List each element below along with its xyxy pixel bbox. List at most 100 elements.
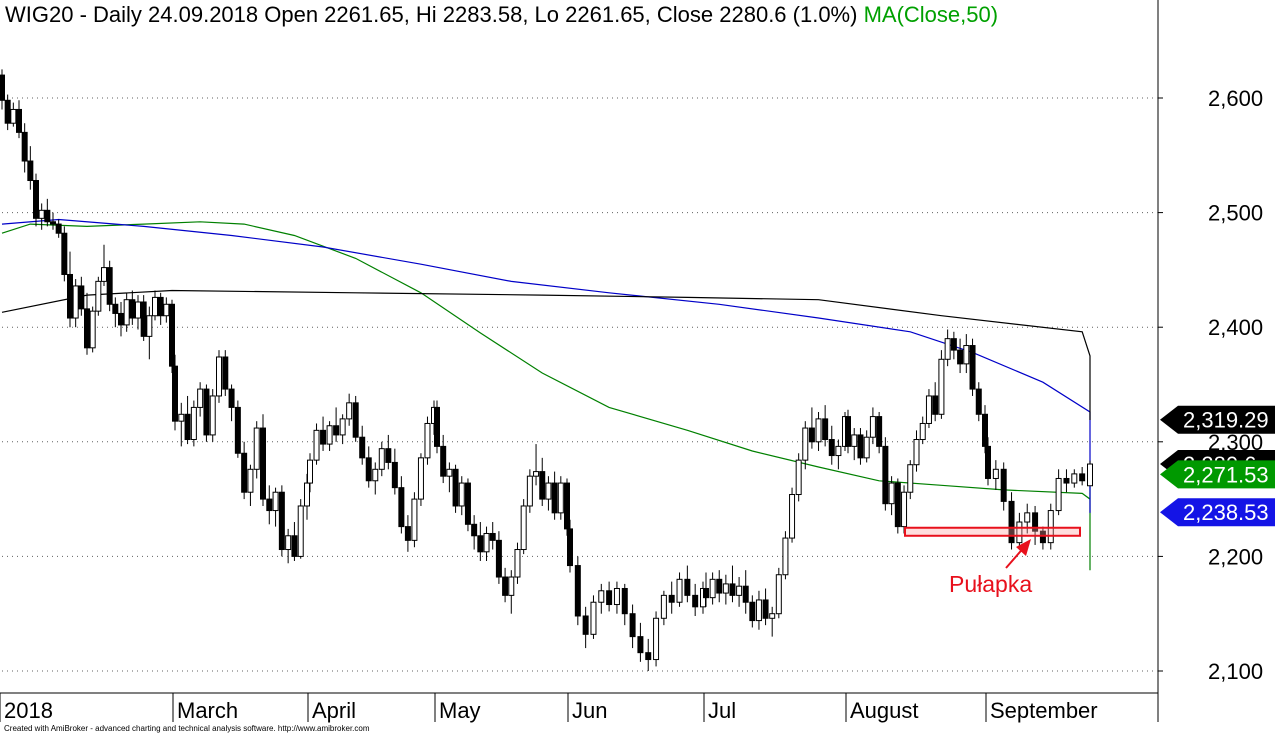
chart-title: WIG20 - Daily 24.09.2018 Open 2261.65, H…	[5, 2, 858, 27]
candle-body	[857, 434, 864, 459]
candle-body	[304, 482, 310, 507]
candle	[802, 421, 809, 470]
y-tick-label: 2,400	[1208, 315, 1263, 340]
candle-body	[285, 535, 292, 551]
candle	[963, 334, 970, 374]
chart-header: WIG20 - Daily 24.09.2018 Open 2261.65, H…	[5, 2, 1155, 28]
candle	[209, 389, 216, 442]
candle	[676, 572, 683, 607]
candle-body	[291, 535, 298, 557]
candle	[894, 478, 901, 534]
candle	[326, 421, 333, 451]
candle-body	[33, 180, 39, 219]
ma100-line	[1, 218, 1091, 513]
candle-body	[975, 388, 982, 415]
badge-shape	[1160, 498, 1275, 527]
candle-body	[736, 585, 743, 596]
candle-body	[606, 590, 613, 606]
candle	[61, 226, 68, 282]
candle	[882, 437, 889, 511]
candle-body	[742, 585, 749, 603]
candle-body	[1032, 512, 1039, 532]
candle-body	[709, 578, 716, 599]
candle-body	[163, 303, 170, 317]
x-tick-label: March	[177, 698, 238, 723]
candle	[1079, 467, 1086, 486]
candle-body	[815, 418, 822, 443]
candle	[969, 338, 976, 396]
candle-body	[621, 587, 628, 615]
candle	[1008, 492, 1015, 550]
candle	[629, 604, 636, 649]
candle-body	[1055, 477, 1062, 512]
candle	[755, 590, 762, 630]
candle-body	[178, 413, 185, 422]
candle-body	[4, 99, 11, 124]
candle-body	[483, 532, 490, 553]
candle	[72, 279, 79, 328]
candle	[247, 464, 254, 506]
candle-body	[795, 459, 802, 496]
candle	[228, 384, 235, 422]
candle	[835, 439, 842, 470]
candle	[333, 407, 340, 442]
candle	[932, 382, 939, 422]
candle	[352, 395, 359, 442]
candle-body	[391, 461, 398, 489]
candle-body	[184, 413, 191, 441]
candle-body	[471, 523, 478, 537]
candle	[815, 412, 822, 451]
candle	[863, 430, 870, 463]
candle-body	[247, 468, 254, 493]
candle-body	[1039, 530, 1046, 544]
trap-annotation-label: Pułapka	[949, 571, 1033, 597]
candle	[297, 499, 304, 559]
candle	[736, 577, 743, 607]
value-badge-ma100: 2,238.53	[1160, 498, 1275, 527]
candle-body	[27, 160, 34, 182]
candle-body	[882, 445, 889, 505]
candle	[888, 476, 895, 516]
candle-body	[112, 303, 119, 314]
candle-body	[775, 574, 782, 615]
candle-body	[44, 209, 51, 223]
candle	[1063, 469, 1070, 493]
candle	[703, 572, 709, 607]
candle	[684, 565, 691, 603]
candle-body	[808, 427, 815, 443]
candle-body	[913, 439, 920, 466]
candle-body	[55, 223, 62, 234]
x-tick-label: 2018	[4, 698, 53, 723]
candle-body	[789, 494, 796, 539]
candle-body	[564, 482, 570, 530]
candle-body	[660, 594, 667, 619]
candle	[55, 219, 62, 238]
candle-body	[313, 429, 320, 461]
candle-body	[828, 439, 835, 457]
candle-body	[385, 448, 392, 463]
candle	[471, 515, 478, 550]
candles	[0, 69, 1093, 671]
candle	[16, 100, 22, 139]
candle-body	[582, 615, 589, 635]
candle	[901, 485, 908, 534]
candle-body	[78, 285, 85, 310]
candle	[291, 522, 298, 561]
candle-body	[703, 587, 709, 599]
candle-body	[992, 468, 999, 479]
candle-body	[749, 601, 756, 622]
value-badge-ma200: 2,319.29	[1160, 405, 1275, 434]
candle	[190, 400, 197, 447]
candle	[613, 581, 620, 614]
candle	[660, 590, 667, 626]
candle-body	[950, 338, 957, 351]
candle	[260, 414, 266, 506]
candle-body	[1087, 463, 1093, 487]
candle	[307, 453, 313, 493]
candle	[502, 567, 509, 603]
candle-body	[339, 418, 346, 436]
candle	[582, 606, 589, 649]
candle-body	[684, 578, 691, 596]
candle-body	[769, 613, 776, 619]
